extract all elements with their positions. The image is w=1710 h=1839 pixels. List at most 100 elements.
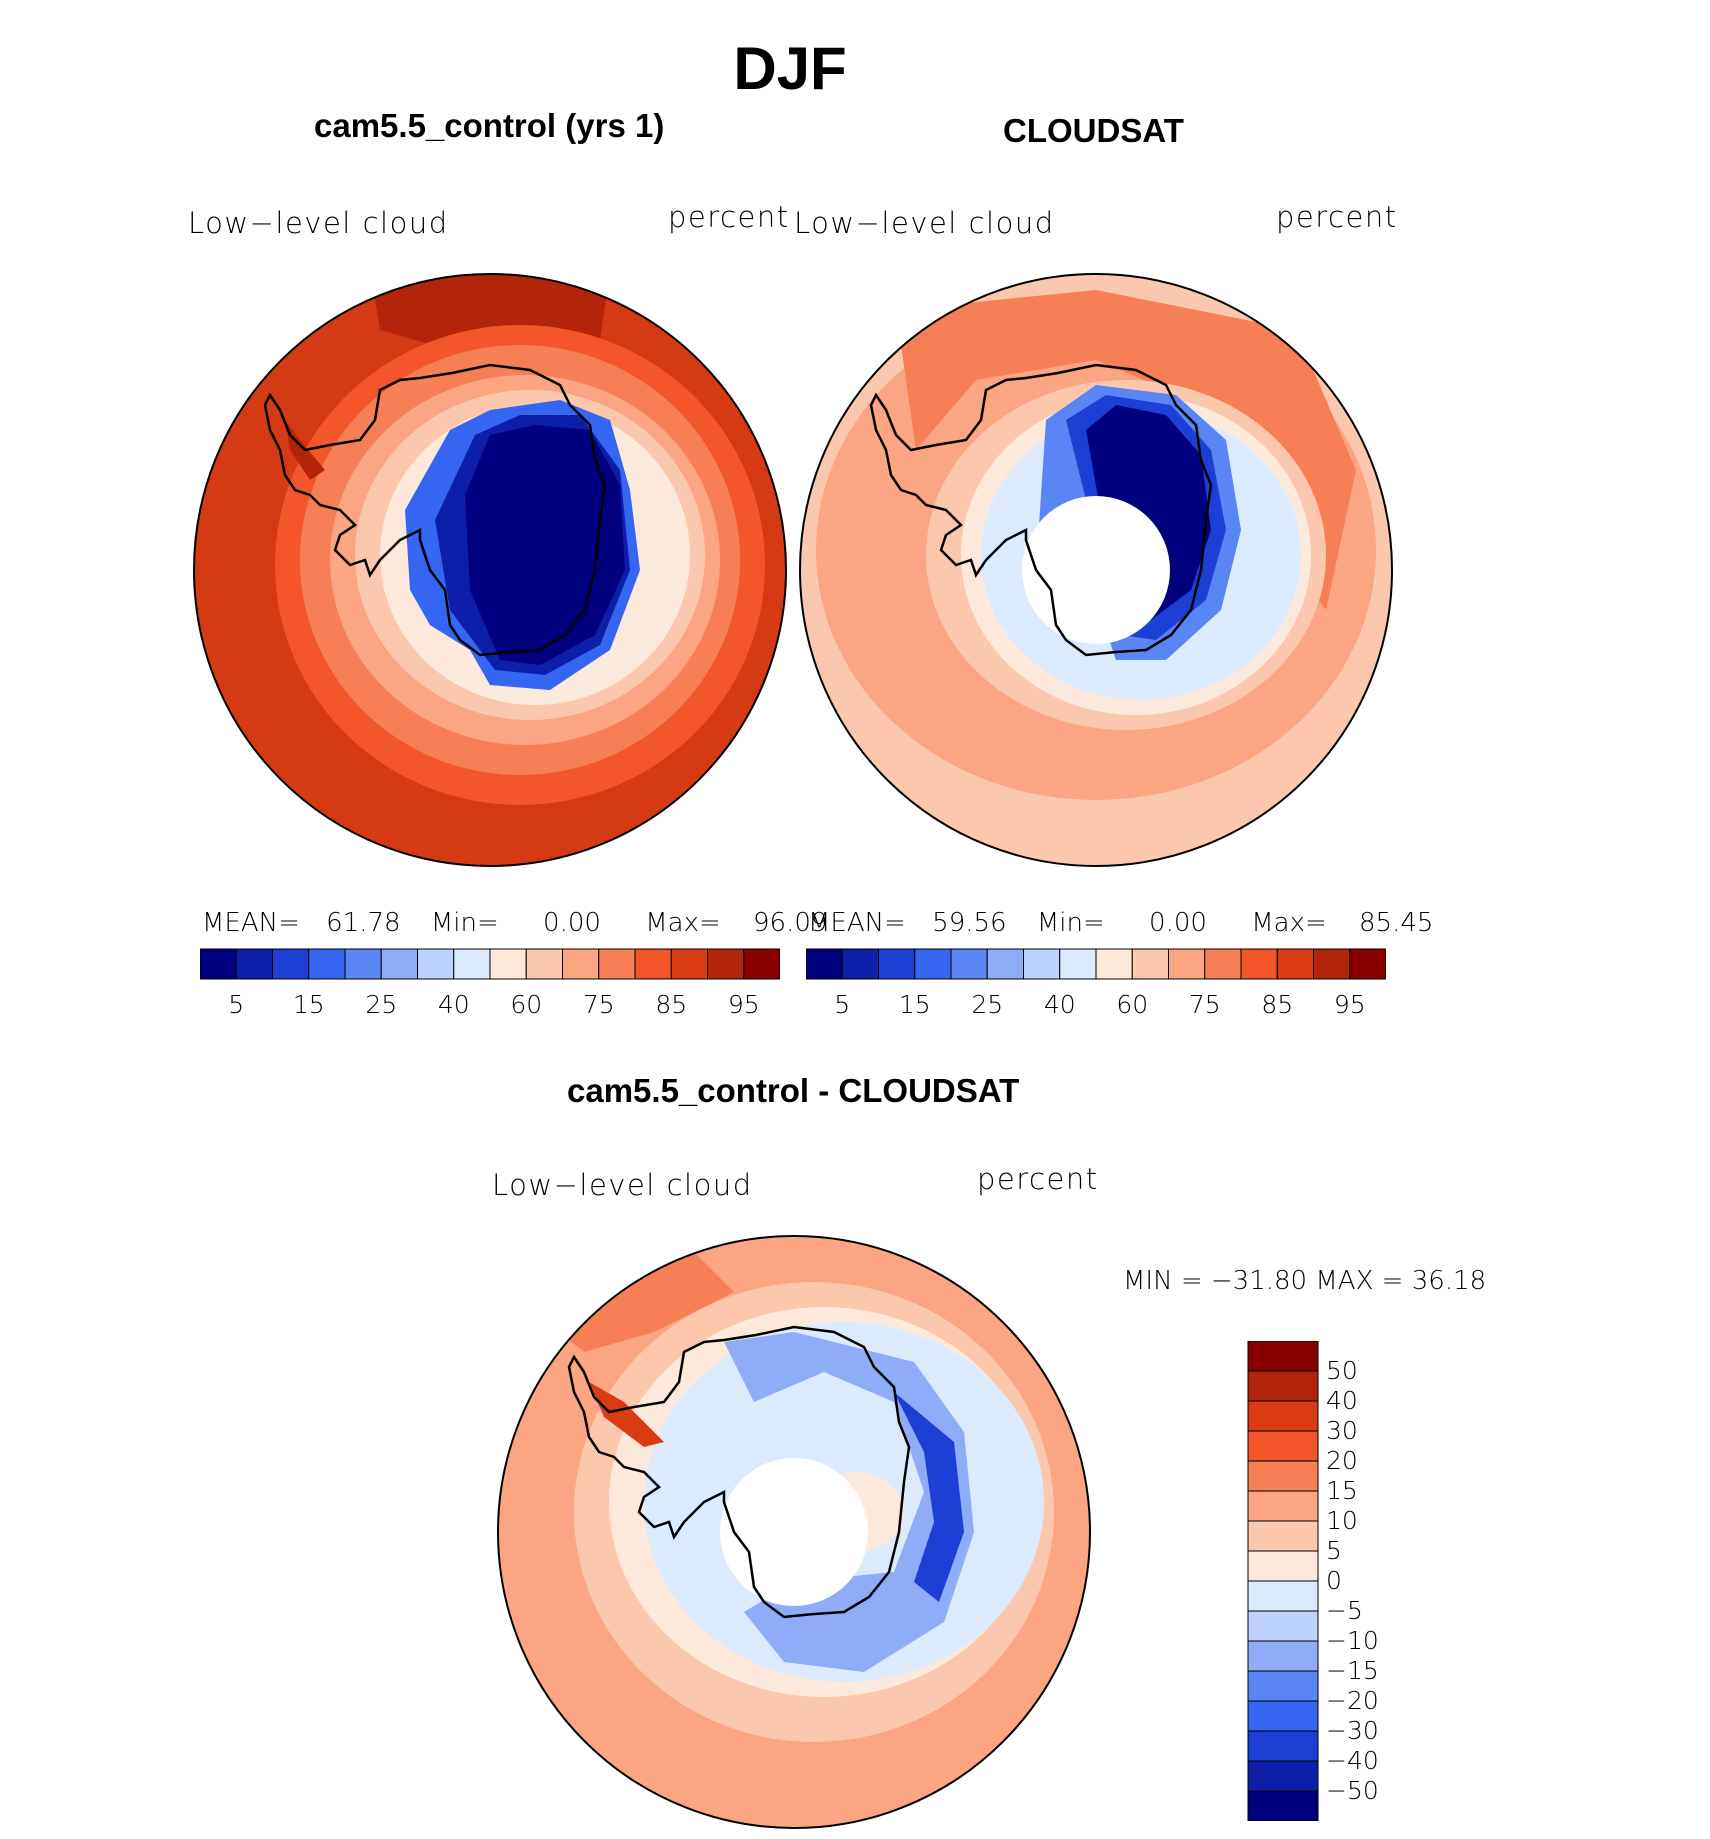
panel-2-variable-label: Low−level cloud <box>794 206 1055 240</box>
panel-1-colorbar-tick-label: 60 <box>510 990 543 1019</box>
panel-2-colorbar-swatch <box>1276 948 1314 980</box>
panel-2-colorbar-tick-label: 85 <box>1261 990 1294 1019</box>
panel-2-colorbar-tick-label: 40 <box>1043 990 1076 1019</box>
panel-3-colorbar-swatch <box>1247 1341 1319 1372</box>
panel-1-colorbar-swatch <box>525 948 563 980</box>
panel-1-map <box>193 273 787 867</box>
panel-1-colorbar-tick-label: 15 <box>292 990 325 1019</box>
panel-1-colorbar-ticks: 5 15 25 40 60 75 85 95 <box>200 990 780 1020</box>
panel-2-colorbar-swatch <box>1023 948 1061 980</box>
panel-2-colorbar-swatch <box>1313 948 1351 980</box>
panel-2-colorbar-swatch <box>914 948 952 980</box>
strong-negative-band <box>894 1392 964 1602</box>
panel-2-colorbar <box>806 948 1386 980</box>
panel-2-colorbar-swatch <box>1059 948 1097 980</box>
antarctica-coastline <box>263 363 607 657</box>
panel-2-colorbar-swatch <box>1349 948 1386 980</box>
panel-3-colorbar-tick-label: 20 <box>1326 1446 1358 1475</box>
panel-1-colorbar-swatch <box>380 948 418 980</box>
panel-3-map <box>497 1235 1091 1829</box>
panel-2-colorbar-swatch <box>1204 948 1242 980</box>
panel-3-colorbar-tick-label: −10 <box>1326 1626 1379 1655</box>
panel-1-colorbar-swatch <box>272 948 310 980</box>
panel-2-colorbar-swatch <box>1095 948 1133 980</box>
panel-3-colorbar-tick-label: 15 <box>1326 1476 1358 1505</box>
panel-3-colorbar-tick-label: −15 <box>1326 1656 1379 1685</box>
panel-3-colorbar-swatch <box>1247 1550 1319 1582</box>
panel-3-colorbar-swatch <box>1247 1460 1319 1492</box>
panel-1-colorbar-swatch <box>453 948 491 980</box>
panel-1-colorbar-tick-label: 5 <box>228 990 245 1019</box>
antarctica-coastline <box>869 363 1213 657</box>
panel-2-colorbar-swatch <box>1240 948 1278 980</box>
panel-3-colorbar-swatch <box>1247 1580 1319 1612</box>
positive-patch-nw <box>534 1252 734 1352</box>
panel-1-colorbar-tick-label: 95 <box>727 990 760 1019</box>
high-cloud-arc <box>896 290 1356 610</box>
panel-1-colorbar-swatch <box>707 948 745 980</box>
panel-1-min-value: 0.00 <box>543 908 601 938</box>
panel-3-colorbar-tick-label: −5 <box>1326 1596 1363 1625</box>
panel-1-min-label: Min= <box>430 908 499 938</box>
panel-1-units-label: percent <box>668 200 790 234</box>
panel-3-colorbar-swatch <box>1247 1520 1319 1552</box>
panel-1-colorbar-swatch <box>598 948 636 980</box>
panel-2-colorbar-swatch <box>950 948 988 980</box>
panel-2-colorbar-swatch <box>806 948 843 980</box>
panel-3-colorbar-tick-label: −50 <box>1326 1776 1379 1805</box>
panel-2-min-value: 0.00 <box>1149 908 1207 938</box>
panel-3-colorbar-swatch <box>1247 1640 1319 1672</box>
missing-data-hole <box>720 1458 868 1606</box>
panel-3-colorbar-swatch <box>1247 1400 1319 1432</box>
panel-3-colorbar-swatch <box>1247 1490 1319 1522</box>
panel-3-title: cam5.5_control - CLOUDSAT <box>567 1072 1020 1109</box>
panel-2-colorbar-tick-label: 95 <box>1333 990 1366 1019</box>
panel-1-mean-label: MEAN= <box>202 908 300 938</box>
panel-3-colorbar-swatch <box>1247 1610 1319 1642</box>
panel-1-title: cam5.5_control (yrs 1) <box>314 107 665 144</box>
panel-3-colorbar-ticks: 50 40 30 20 15 10 5 0 −5 −10 −15 −20 −30 −40 −50 <box>1326 1341 1406 1821</box>
panel-1-colorbar-swatch <box>562 948 600 980</box>
panel-3-colorbar <box>1247 1341 1319 1821</box>
panel-3-colorbar-tick-label: 5 <box>1326 1536 1342 1565</box>
panel-3-variable-label: Low−level cloud <box>492 1168 753 1202</box>
panel-3-colorbar-tick-label: −30 <box>1326 1716 1379 1745</box>
peninsula-positive <box>589 1382 664 1447</box>
panel-3-colorbar-tick-label: −40 <box>1326 1746 1379 1775</box>
panel-3-colorbar-tick-label: 40 <box>1326 1386 1358 1415</box>
panel-3-colorbar-swatch <box>1247 1670 1319 1702</box>
panel-2-colorbar-swatch <box>878 948 916 980</box>
map-boundary <box>799 273 1393 867</box>
panel-2-max-value: 85.45 <box>1359 908 1434 938</box>
panel-1-mean-value: 61.78 <box>326 908 401 938</box>
panel-2-colorbar-swatch <box>1131 948 1169 980</box>
panel-3-colorbar-tick-label: 50 <box>1326 1356 1358 1385</box>
antarctica-coastline <box>567 1325 911 1619</box>
panel-1-colorbar-swatch <box>235 948 273 980</box>
panel-1-colorbar-swatch <box>344 948 382 980</box>
panel-1-colorbar-swatch <box>670 948 708 980</box>
panel-3-colorbar-tick-label: 30 <box>1326 1416 1358 1445</box>
panel-2-colorbar-swatch <box>1168 948 1206 980</box>
panel-2-colorbar-tick-label: 5 <box>834 990 851 1019</box>
map-boundary <box>497 1235 1091 1829</box>
figure-title: DJF <box>733 35 847 102</box>
panel-2-colorbar-swatch <box>841 948 879 980</box>
panel-3-range-text: MIN = −31.80 MAX = 36.18 <box>1123 1266 1487 1296</box>
panel-2-colorbar-tick-label: 15 <box>898 990 931 1019</box>
missing-data-hole <box>1022 496 1170 644</box>
map-boundary <box>193 273 787 867</box>
panel-3-colorbar-swatch <box>1247 1430 1319 1462</box>
panel-1-colorbar-swatch <box>200 948 237 980</box>
panel-3-colorbar-tick-label: −20 <box>1326 1686 1379 1715</box>
panel-2-stats: MEAN= 59.56 Min= 0.00 Max= 85.45 <box>808 908 1433 938</box>
panel-1-colorbar-tick-label: 40 <box>437 990 470 1019</box>
panel-3-colorbar-swatch <box>1247 1760 1319 1792</box>
panel-1-max-value: 96.09 <box>753 908 828 938</box>
panel-3-colorbar-swatch <box>1247 1730 1319 1762</box>
panel-1-max-label: Max= <box>645 908 721 938</box>
panel-1-colorbar-tick-label: 85 <box>655 990 688 1019</box>
panel-2-max-label: Max= <box>1251 908 1327 938</box>
panel-2-map <box>799 273 1393 867</box>
panel-2-colorbar-tick-label: 75 <box>1188 990 1221 1019</box>
